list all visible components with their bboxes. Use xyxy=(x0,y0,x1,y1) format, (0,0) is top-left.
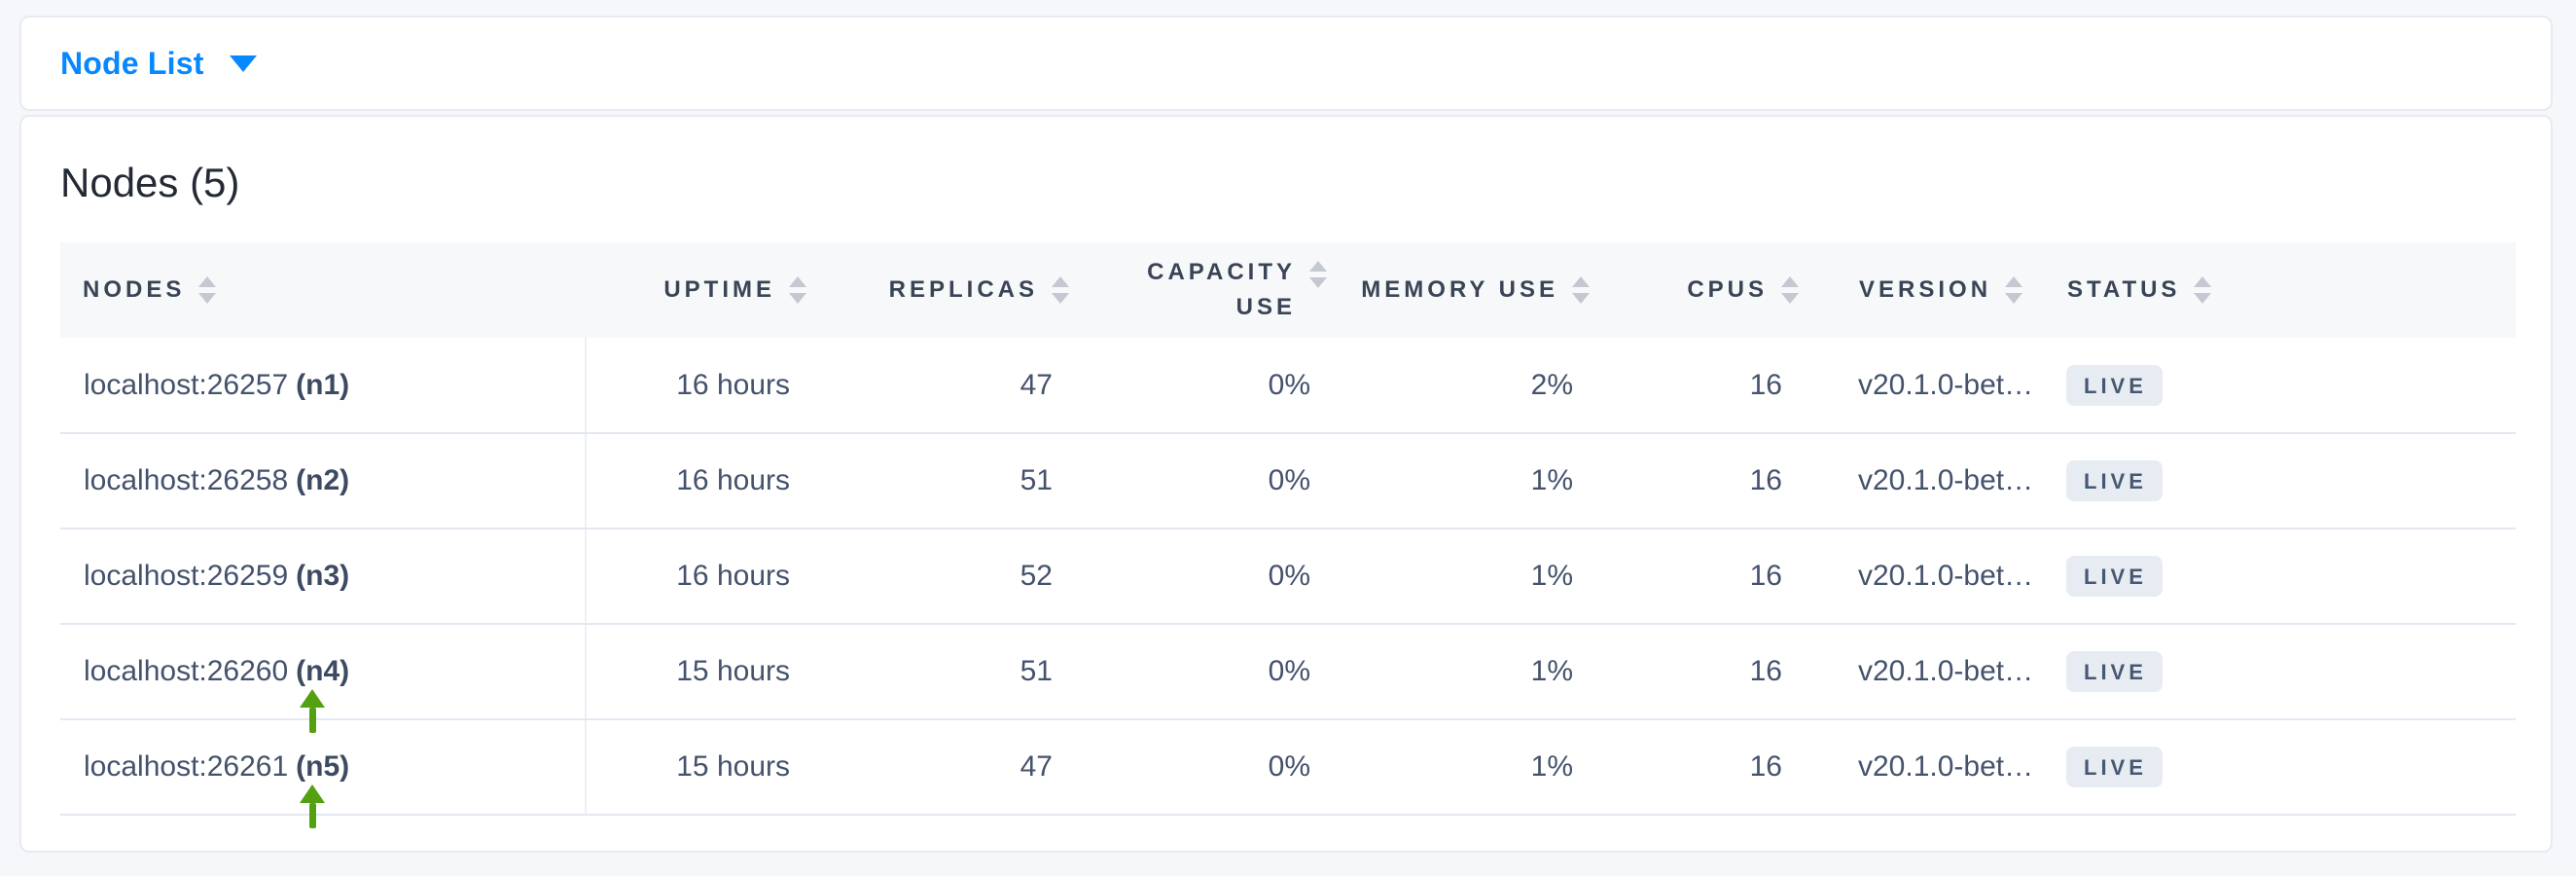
cell-memory-use: 1% xyxy=(1330,624,1592,720)
cell-uptime: 16 hours xyxy=(586,529,809,625)
sort-icon xyxy=(1052,276,1069,304)
cell-status: LIVE xyxy=(2045,338,2516,434)
cell-version: v20.1.0-bet… xyxy=(1802,433,2045,529)
cell-uptime: 15 hours xyxy=(586,719,809,816)
cell-memory-use: 1% xyxy=(1330,719,1592,816)
cell-uptime: 15 hours xyxy=(586,624,809,720)
cell-node-address: localhost:26258 (n2) xyxy=(60,433,587,529)
cell-capacity-use: 0% xyxy=(1072,338,1330,434)
cell-replicas: 52 xyxy=(809,529,1072,625)
cell-status: LIVE xyxy=(2045,719,2516,816)
status-badge: LIVE xyxy=(2066,556,2163,597)
status-badge: LIVE xyxy=(2066,747,2163,787)
cell-cpus: 16 xyxy=(1592,433,1802,529)
page-title: Nodes (5) xyxy=(60,160,240,205)
status-badge: LIVE xyxy=(2066,364,2163,406)
status-badge: LIVE xyxy=(2066,460,2163,501)
column-header-replicas[interactable]: REPLICAS xyxy=(809,242,1072,338)
node-id: (n2) xyxy=(296,464,350,496)
cell-memory-use: 2% xyxy=(1330,338,1592,434)
column-header-cpus[interactable]: CPUS xyxy=(1592,242,1802,338)
column-label: STATUS xyxy=(2067,276,2181,303)
column-header-nodes[interactable]: NODES xyxy=(60,242,586,338)
cell-status: LIVE xyxy=(2045,433,2516,529)
column-label: VERSION xyxy=(1859,276,1992,303)
cell-node-address: localhost:26259 (n3) xyxy=(60,529,587,625)
table-header-row: NODES UPTIME REPLICAS xyxy=(60,242,2516,338)
cell-version: v20.1.0-bet… xyxy=(1802,529,2045,625)
column-header-version[interactable]: VERSION xyxy=(1802,242,2045,338)
cell-replicas: 47 xyxy=(809,719,1072,816)
cell-memory-use: 1% xyxy=(1330,529,1592,625)
column-header-uptime[interactable]: UPTIME xyxy=(586,242,809,338)
cell-capacity-use: 0% xyxy=(1072,529,1330,625)
cell-version: v20.1.0-bet… xyxy=(1802,624,2045,720)
sort-icon xyxy=(1781,276,1799,304)
table-row: localhost:26260 (n4) 15 hours 51 0% 1% 16… xyxy=(60,624,2516,720)
sort-icon xyxy=(2194,276,2212,304)
column-label: UPTIME xyxy=(663,276,775,303)
cell-replicas: 47 xyxy=(809,338,1072,434)
cell-capacity-use: 0% xyxy=(1072,433,1330,529)
column-label: CAPACITY USE xyxy=(1147,259,1296,320)
column-label: NODES xyxy=(83,276,186,303)
node-id: (n3) xyxy=(296,560,350,592)
node-id: (n4) xyxy=(296,655,350,687)
green-arrow-up-icon xyxy=(300,785,325,828)
cell-uptime: 16 hours xyxy=(586,338,809,434)
nodes-card: Nodes (5) NODES UPTIME xyxy=(19,115,2553,853)
cell-replicas: 51 xyxy=(809,433,1072,529)
topbar-card: Node List xyxy=(19,16,2553,111)
cell-uptime: 16 hours xyxy=(586,433,809,529)
column-label: CPUS xyxy=(1687,276,1768,303)
sort-icon xyxy=(2005,276,2023,304)
status-badge: LIVE xyxy=(2066,651,2163,692)
sort-icon xyxy=(1572,276,1590,304)
cell-cpus: 16 xyxy=(1592,719,1802,816)
cell-memory-use: 1% xyxy=(1330,433,1592,529)
cell-status: LIVE xyxy=(2045,624,2516,720)
cell-version: v20.1.0-bet… xyxy=(1802,719,2045,816)
cell-node-address: localhost:26257 (n1) xyxy=(60,338,587,434)
sort-icon xyxy=(198,276,217,304)
column-label: REPLICAS xyxy=(888,276,1038,303)
cell-capacity-use: 0% xyxy=(1072,624,1330,720)
cell-cpus: 16 xyxy=(1592,338,1802,434)
table-row: localhost:26257 (n1) 16 hours 47 0% 2% 16… xyxy=(60,338,2516,434)
table-row: localhost:26259 (n3) 16 hours 52 0% 1% 16… xyxy=(60,529,2516,625)
nodes-table: NODES UPTIME REPLICAS xyxy=(60,242,2516,816)
sort-icon xyxy=(1309,261,1327,288)
table-row: localhost:26261 (n5) 15 hours 47 0% 1% 16… xyxy=(60,719,2516,816)
cell-status: LIVE xyxy=(2045,529,2516,625)
green-arrow-up-icon xyxy=(300,689,325,733)
column-header-capacity-use[interactable]: CAPACITY USE xyxy=(1072,242,1330,338)
column-header-status[interactable]: STATUS xyxy=(2045,242,2516,338)
sort-icon xyxy=(789,276,806,304)
node-list-dropdown-label: Node List xyxy=(60,45,204,81)
node-list-dropdown[interactable]: Node List xyxy=(60,46,257,82)
table-row: localhost:26258 (n2) 16 hours 51 0% 1% 16… xyxy=(60,433,2516,529)
cell-replicas: 51 xyxy=(809,624,1072,720)
caret-down-icon xyxy=(229,55,257,72)
cell-cpus: 16 xyxy=(1592,624,1802,720)
cell-capacity-use: 0% xyxy=(1072,719,1330,816)
column-label: MEMORY USE xyxy=(1361,276,1558,303)
cell-version: v20.1.0-bet… xyxy=(1802,338,2045,434)
node-id: (n5) xyxy=(296,750,350,783)
column-header-memory-use[interactable]: MEMORY USE xyxy=(1330,242,1592,338)
cell-cpus: 16 xyxy=(1592,529,1802,625)
node-id: (n1) xyxy=(296,368,350,401)
